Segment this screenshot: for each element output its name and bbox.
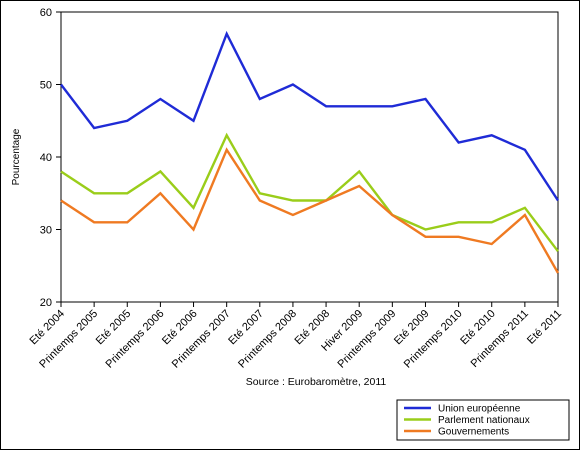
y-tick-label: 50 — [40, 80, 52, 92]
x-tick-label: Eté 2011 — [525, 308, 564, 347]
x-tick-label: Printemps 2007 — [170, 308, 233, 371]
y-tick-label: 30 — [40, 225, 52, 237]
legend-label: Union européenne — [438, 404, 521, 415]
y-tick-label: 60 — [40, 7, 52, 19]
x-tick-label: Printemps 2006 — [104, 308, 167, 371]
x-tick-label: Printemps 2011 — [469, 308, 531, 370]
series-lines — [60, 30, 560, 274]
y-axis-label: Pourcentage — [11, 128, 22, 185]
plot-area — [60, 11, 559, 303]
x-tick-label: Printemps 2009 — [335, 308, 398, 371]
series-line-2 — [60, 132, 559, 253]
y-tick-label: 20 — [40, 297, 52, 309]
legend-label: Gouvernements — [438, 427, 509, 438]
legend-label: Parlement nationaux — [438, 415, 530, 426]
source-note: Source : Eurobaromètre, 2011 — [246, 376, 387, 388]
y-tick-label: 40 — [40, 152, 52, 164]
x-tick-label: Printemps 2010 — [402, 308, 465, 371]
x-tick-label: Printemps 2008 — [236, 308, 299, 371]
x-tick-label: Printemps 2005 — [37, 308, 100, 371]
series-line-1 — [60, 30, 560, 202]
series-line-3 — [60, 147, 560, 274]
y-axis: 20 30 40 50 60 — [40, 7, 61, 309]
